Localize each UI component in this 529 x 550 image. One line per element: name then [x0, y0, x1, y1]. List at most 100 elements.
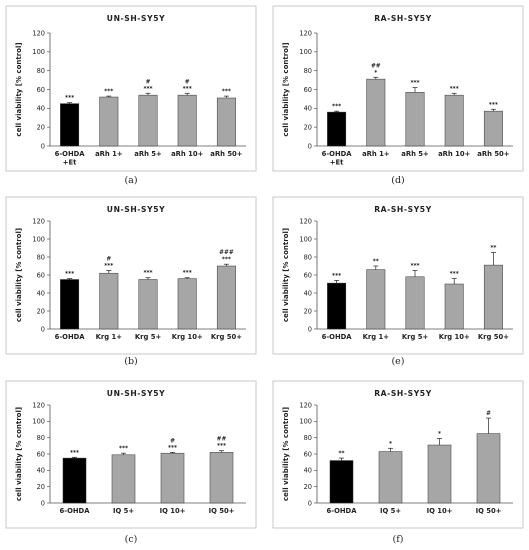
panel-frame [272, 380, 524, 529]
y-tick-label: 120 [32, 401, 45, 409]
chart-panel-1: UN-SH-SY5Y cell viability [% control] 0 20 4… [5, 5, 257, 186]
x-tick-label: aRh 10+ [171, 150, 203, 158]
chart-title: RA-SH-SY5Y [374, 14, 432, 23]
chart-panel-6: RA-SH-SY5Y cell viability [% control] 0 20 4… [272, 380, 524, 545]
significance-label: ## [217, 437, 227, 443]
significance-label: *** [222, 257, 231, 263]
y-tick-label: 0 [308, 325, 312, 333]
chart-title: UN-SH-SY5Y [107, 205, 165, 214]
bar [60, 279, 80, 330]
significance-label: *** [143, 271, 152, 277]
significance-label: ** [373, 259, 379, 265]
x-tick-label: aRh 50+ [477, 150, 509, 158]
significance-label: * [389, 441, 392, 447]
x-tick-label: IQ 10+ [427, 507, 453, 515]
significance-label: # [106, 257, 111, 263]
x-tick-label: Krg 50+ [211, 333, 242, 341]
x-tick-label: aRh 50+ [210, 150, 242, 158]
significance-label: *** [489, 102, 498, 108]
significance-label: ## [371, 63, 381, 69]
y-tick-label: 0 [41, 325, 45, 333]
chart-panel-3: UN-SH-SY5Y cell viability [% control] 0 20 4… [5, 196, 257, 367]
significance-label: *** [65, 272, 74, 278]
chart-title: UN-SH-SY5Y [107, 14, 165, 23]
y-tick-label: 80 [304, 67, 312, 75]
chart-panel-4: RA-SH-SY5Y cell viability [% control] 0 20 4… [272, 196, 524, 367]
bar [327, 282, 347, 330]
x-tick-label: 6-OHDA [327, 507, 358, 515]
y-tick-label: 60 [304, 450, 312, 458]
bar [60, 103, 80, 147]
bar [405, 276, 425, 330]
x-tick-label: IQ 5+ [380, 507, 401, 515]
y-axis-label: cell viability [% control] [282, 42, 290, 136]
y-tick-label: 60 [37, 86, 45, 94]
bar [138, 94, 158, 147]
y-tick-label: 0 [308, 499, 312, 507]
y-tick-label: 40 [304, 467, 312, 475]
significance-label: * [374, 70, 377, 76]
chart-panel-5: UN-SH-SY5Y cell viability [% control] 0 20 4… [5, 380, 257, 545]
significance-label: *** [222, 89, 231, 95]
x-tick-label: Krg 5+ [135, 333, 161, 341]
y-tick-label: 40 [304, 289, 312, 297]
significance-label: *** [183, 271, 192, 277]
chart-title: RA-SH-SY5Y [374, 205, 432, 214]
significance-label: *** [332, 104, 341, 110]
significance-label: * [438, 431, 441, 437]
x-tick-label: IQ 50+ [209, 507, 235, 515]
bar [405, 92, 425, 147]
bar [177, 94, 197, 147]
chart-title: RA-SH-SY5Y [374, 389, 432, 398]
y-tick-label: 60 [304, 86, 312, 94]
y-tick-label: 100 [299, 48, 312, 56]
significance-label: # [185, 79, 190, 85]
bar [483, 110, 503, 147]
panel-frame [5, 380, 257, 529]
bar [378, 451, 403, 504]
significance-label: *** [410, 264, 419, 270]
significance-label: *** [70, 450, 79, 456]
y-tick-label: 120 [299, 29, 312, 37]
y-axis-label: cell viability [% control] [282, 407, 290, 501]
x-tick-label: +Et [63, 159, 77, 167]
panel-label: (c) [125, 534, 138, 545]
significance-label: # [170, 438, 175, 444]
bar [329, 460, 354, 504]
x-tick-label: 6-OHDA [322, 150, 353, 158]
panel-frame [5, 196, 257, 355]
bar [138, 279, 158, 330]
y-tick-label: 20 [37, 123, 45, 131]
panel-frame [5, 5, 257, 172]
x-tick-label: 6-OHDA [60, 507, 91, 515]
y-tick-label: 80 [37, 67, 45, 75]
bar [177, 278, 197, 330]
y-tick-label: 0 [41, 499, 45, 507]
y-tick-label: 40 [304, 105, 312, 113]
significance-label: *** [332, 273, 341, 279]
bar [366, 269, 386, 330]
x-tick-label: aRh 5+ [401, 150, 428, 158]
y-tick-label: 60 [304, 271, 312, 279]
significance-label: *** [168, 445, 177, 451]
panel-label: (f) [393, 534, 404, 545]
bar [366, 78, 386, 147]
significance-label: *** [104, 89, 113, 95]
bar [483, 264, 503, 330]
y-tick-label: 100 [299, 235, 312, 243]
panel-label: (a) [124, 175, 137, 186]
y-tick-label: 20 [304, 307, 312, 315]
bar [216, 97, 236, 147]
significance-label: *** [143, 86, 152, 92]
panel-label: (e) [391, 356, 404, 367]
y-tick-label: 120 [32, 217, 45, 225]
x-tick-label: IQ 5+ [113, 507, 134, 515]
significance-label: ** [490, 246, 496, 252]
chart-title: UN-SH-SY5Y [107, 389, 165, 398]
y-tick-label: 60 [37, 450, 45, 458]
y-tick-label: 0 [41, 142, 45, 150]
y-tick-label: 120 [299, 217, 312, 225]
y-tick-label: 40 [37, 467, 45, 475]
significance-label: ### [219, 250, 234, 256]
